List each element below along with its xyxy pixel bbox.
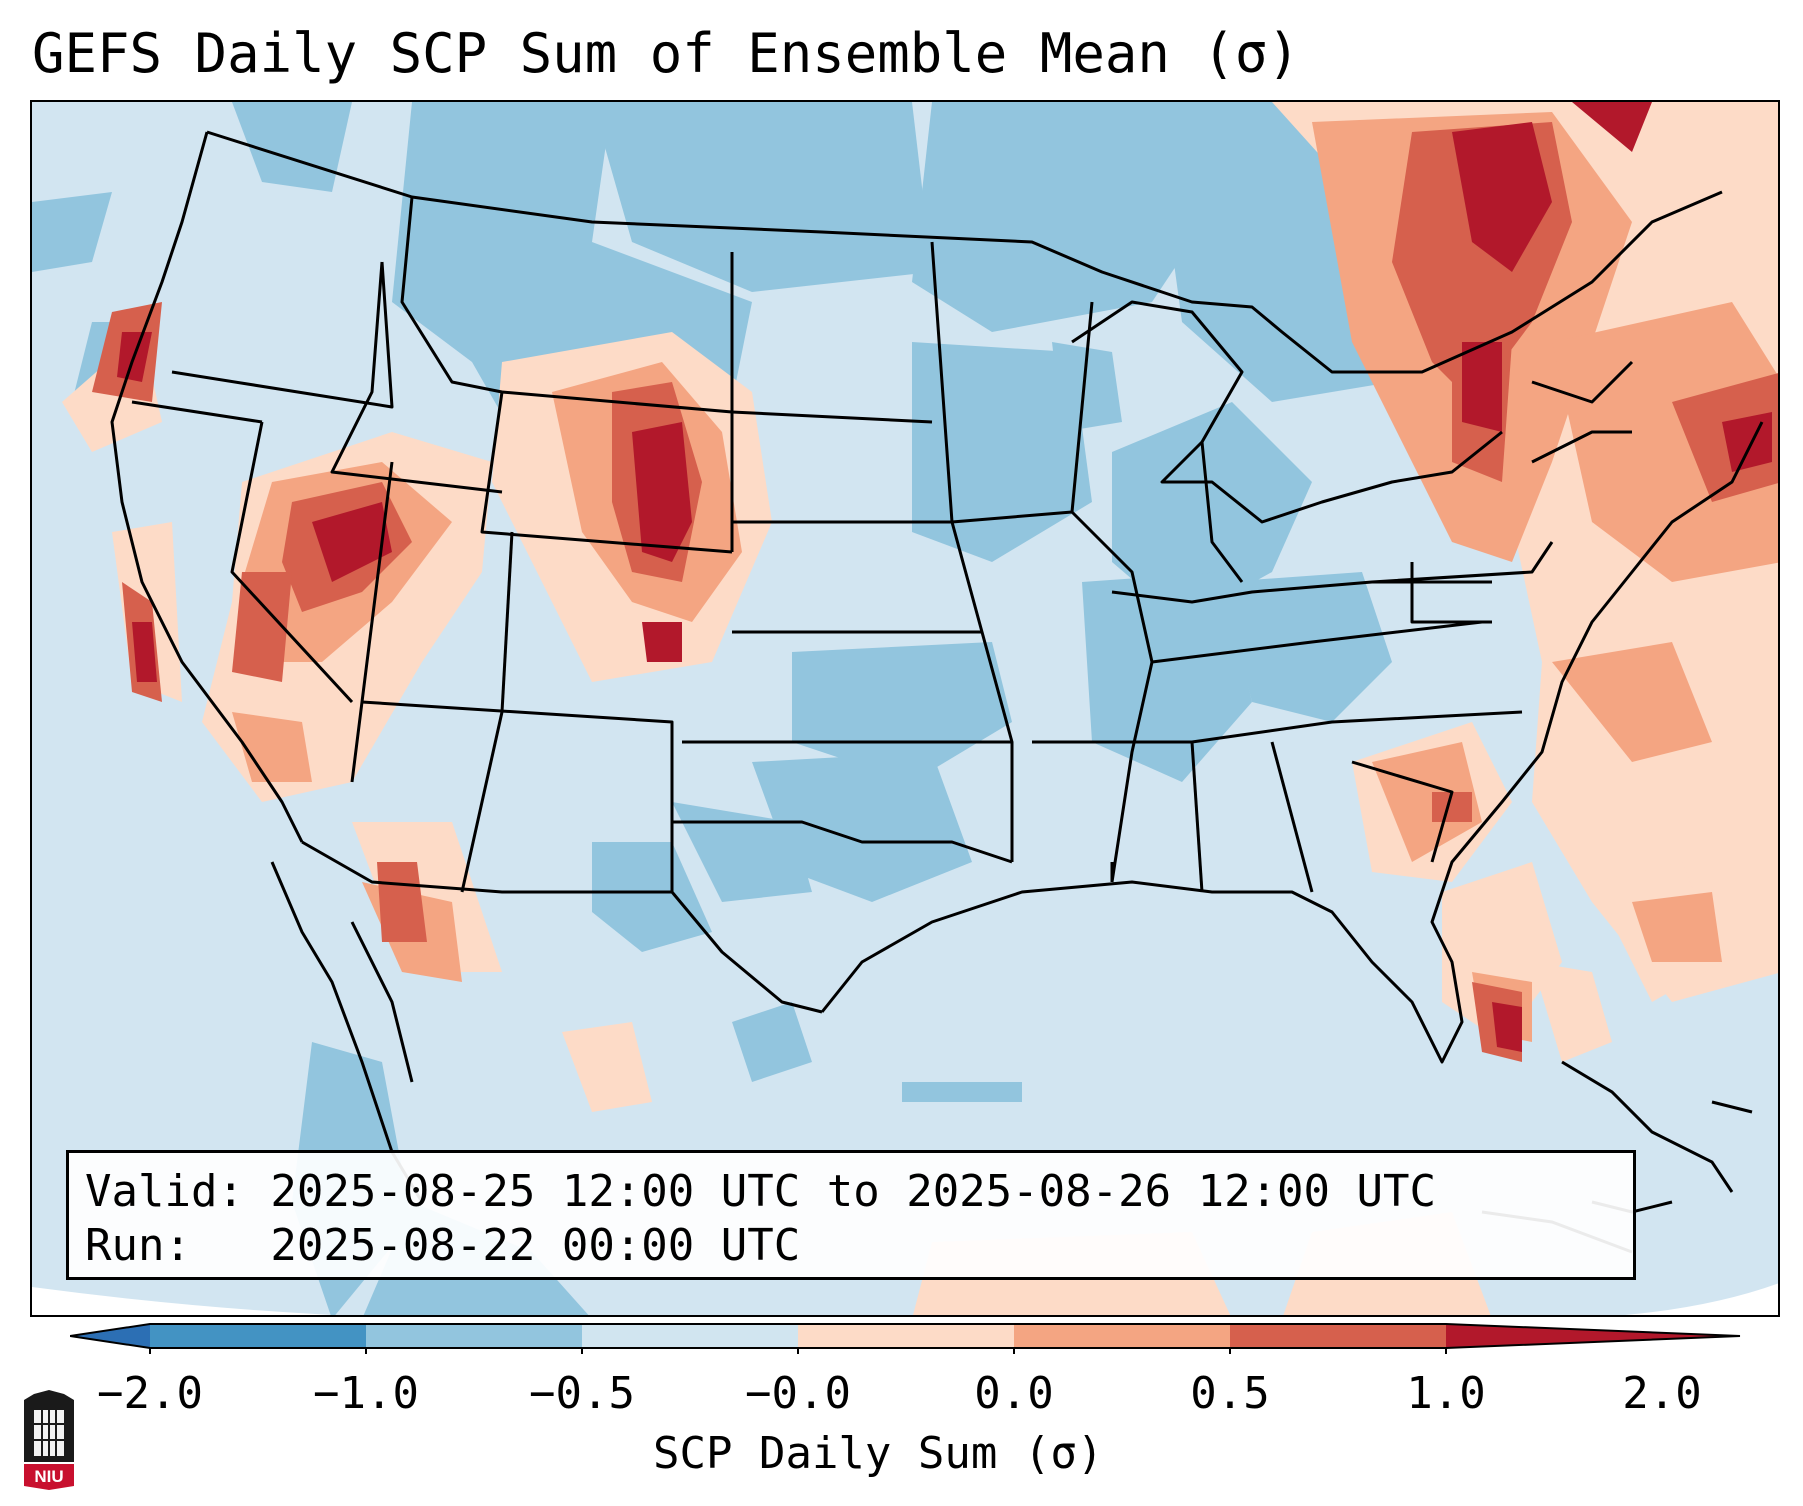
colorbar <box>70 1323 1741 1354</box>
colorbar-segment-neg05-0 <box>582 1324 798 1348</box>
colorbar-segment-neg2-neg1 <box>150 1324 366 1348</box>
projection-edge-right <box>1624 1283 1778 1315</box>
run-time-text: Run: 2025-08-22 00:00 UTC <box>85 1220 801 1271</box>
projection-edge-left <box>32 1287 333 1315</box>
extreme-positive-regions <box>117 102 1772 1052</box>
valid-time-text: Valid: 2025-08-25 12:00 UTC to 2025-08-2… <box>85 1166 1437 1217</box>
colorbar-tick-label: 0.0 <box>974 1368 1054 1419</box>
colorbar-tick-label: −0.0 <box>745 1368 851 1419</box>
map-panel <box>30 100 1780 1317</box>
colorbar-tick-label: 0.5 <box>1190 1368 1270 1419</box>
us-boundaries <box>110 130 1764 1064</box>
colorbar-segment-neg1-neg05 <box>366 1324 582 1348</box>
colorbar-ticks <box>149 1348 1447 1354</box>
colorbar-tick-label: −1.0 <box>313 1368 419 1419</box>
canada-border <box>206 130 1723 374</box>
colorbar-tick-label: −2.0 <box>97 1368 203 1419</box>
colorbar-extend-high <box>1446 1324 1740 1348</box>
colorbar-tick-label: 1.0 <box>1406 1368 1486 1419</box>
colorbar-tick-label: 2.0 <box>1622 1368 1702 1419</box>
colorbar-segment-1-2 <box>1230 1324 1446 1348</box>
valid-run-info-box: Valid: 2025-08-25 12:00 UTC to 2025-08-2… <box>66 1150 1636 1280</box>
colorbar-segment-0-05 <box>798 1324 1014 1348</box>
colorbar-segment-05-1 <box>1014 1324 1230 1348</box>
niu-logo-icon: NIU <box>24 1390 74 1490</box>
logo-text: NIU <box>34 1467 63 1486</box>
chart-title: GEFS Daily SCP Sum of Ensemble Mean (σ) <box>32 22 1300 85</box>
colorbar-tick-label: −0.5 <box>529 1368 635 1419</box>
anomaly-map <box>32 102 1778 1315</box>
colorbar-label: SCP Daily Sum (σ) <box>653 1428 1104 1479</box>
colorbar-extend-low <box>70 1324 150 1348</box>
